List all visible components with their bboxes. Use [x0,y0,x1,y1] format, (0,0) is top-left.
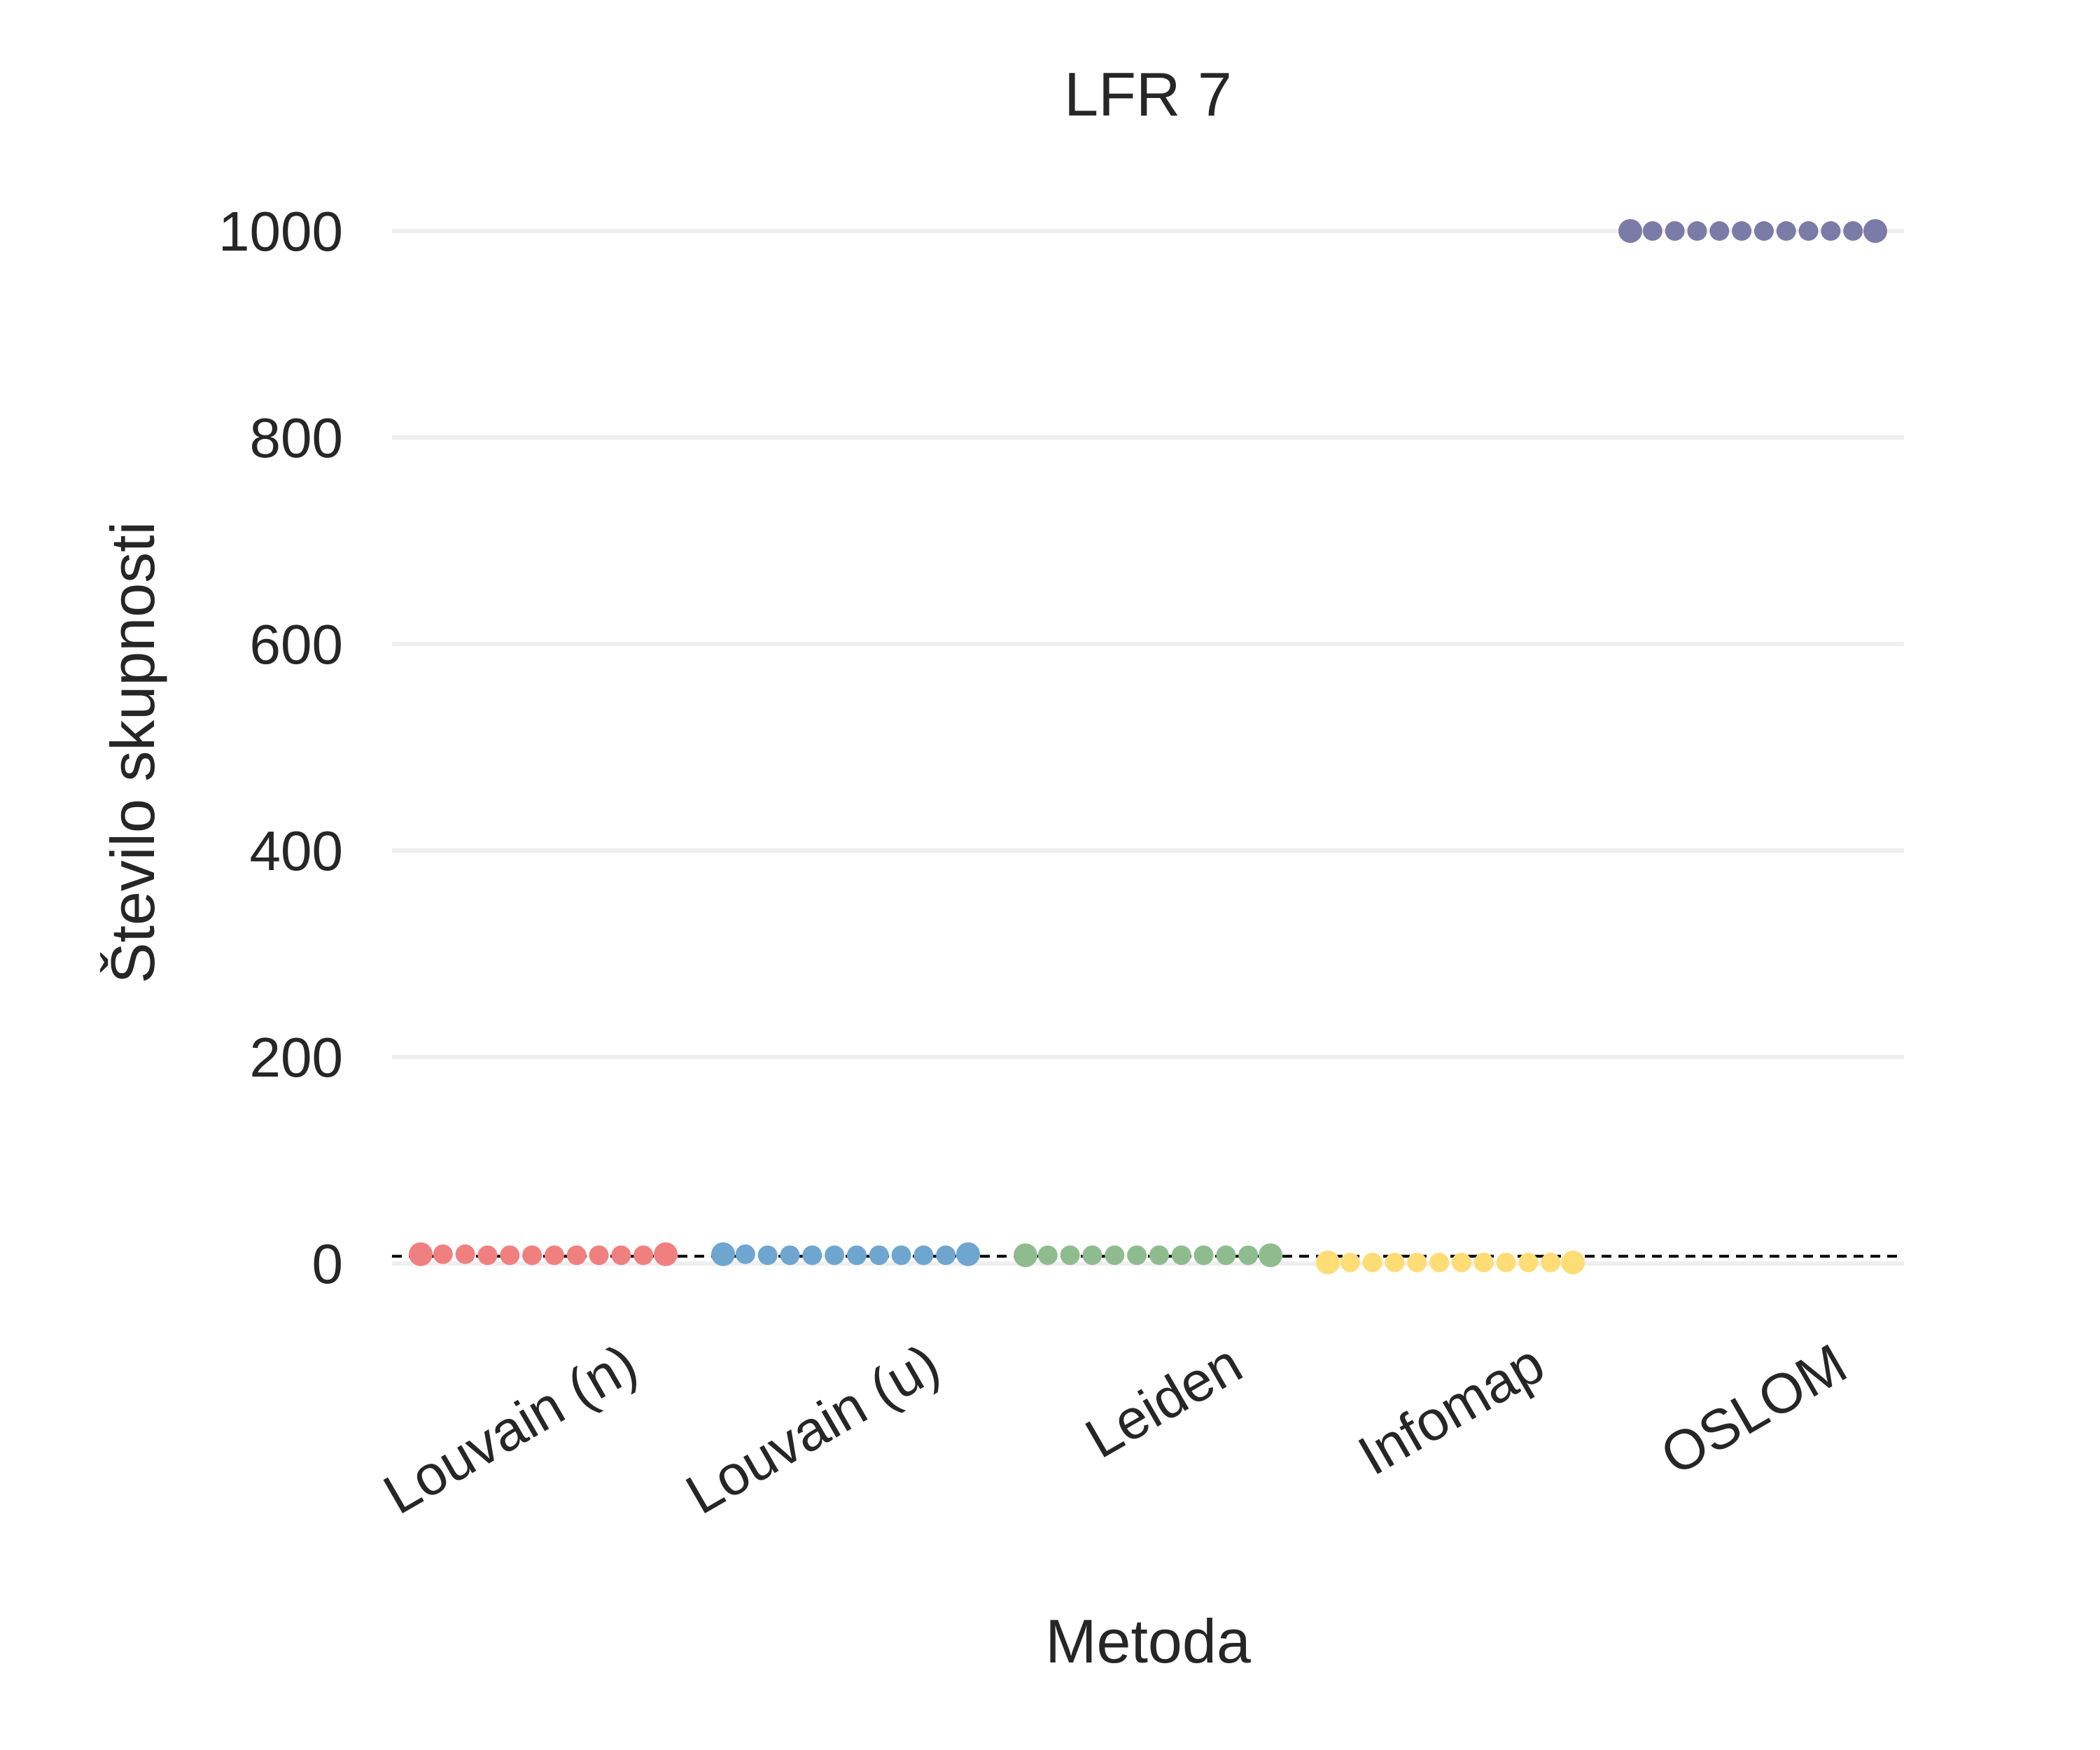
data-point [1171,1245,1191,1266]
data-point [1238,1245,1259,1266]
x-tick-label: Louvain (u) [676,1332,949,1526]
data-point [1060,1245,1080,1266]
x-tick-label: OSLOM [1651,1332,1857,1488]
data-point [757,1245,778,1266]
data-points [409,219,1887,1275]
data-point [1863,219,1887,243]
data-point [1642,221,1662,241]
data-point [846,1245,867,1266]
data-point [1687,221,1707,241]
x-tick-label: Infomap [1348,1332,1555,1488]
data-point [956,1242,980,1266]
data-point [1754,221,1774,241]
data-point [544,1245,564,1266]
data-point [1259,1243,1282,1268]
data-point [1843,221,1863,241]
data-point [1127,1245,1147,1266]
x-tick-label: Louvain (n) [373,1332,647,1526]
data-point [1474,1252,1494,1273]
data-point [1561,1250,1585,1275]
y-tick-label-1000: 1000 [218,200,343,262]
data-point [1037,1245,1058,1266]
y-tick-labels: 0 200 400 600 800 1000 [218,200,343,1295]
data-point [825,1245,845,1266]
data-point [1709,221,1730,241]
data-point [1149,1245,1169,1266]
x-tick-labels: Louvain (n) Louvain (u) Leiden Infomap OSLOM [373,1332,1856,1526]
data-point [1496,1252,1516,1273]
y-tick-label-200: 200 [250,1026,343,1088]
data-point [936,1245,956,1266]
data-point [477,1245,498,1266]
data-point [1732,221,1752,241]
data-point [913,1245,934,1266]
data-point [634,1245,654,1266]
data-point [589,1245,609,1266]
x-axis-label: Metoda [1045,1606,1251,1676]
data-point [735,1244,755,1264]
data-point [1821,221,1841,241]
y-tick-label-800: 800 [250,407,343,469]
y-tick-label-400: 400 [250,820,343,882]
data-point [455,1244,475,1264]
data-point [1541,1252,1561,1273]
y-tick-label-0: 0 [312,1233,344,1295]
data-point [522,1245,542,1266]
data-point [1014,1243,1037,1268]
data-point [1407,1252,1427,1273]
data-point [1385,1252,1405,1273]
data-point [1082,1245,1102,1266]
gridlines [392,229,1904,1266]
y-axis-label: Število skupnosti [98,522,167,983]
data-point [891,1245,911,1266]
data-point [1429,1252,1450,1273]
data-point [1798,221,1819,241]
data-point [1665,221,1685,241]
data-point [711,1242,735,1266]
data-point [1362,1252,1382,1273]
data-point [611,1245,631,1266]
data-point [409,1242,433,1266]
data-point [566,1245,587,1266]
data-point [1776,221,1796,241]
chart-title: LFR 7 [1064,59,1232,129]
data-point [780,1245,800,1266]
data-point [654,1242,678,1266]
data-point [1105,1245,1125,1266]
data-point [500,1245,520,1266]
data-point [1194,1245,1214,1266]
data-point [802,1245,822,1266]
data-point [1316,1250,1340,1275]
data-point [1618,219,1642,243]
data-point [433,1244,453,1264]
data-point [869,1245,889,1266]
data-point [1340,1252,1360,1273]
y-tick-label-600: 600 [250,613,343,676]
data-point [1518,1252,1539,1273]
x-tick-label: Leiden [1075,1332,1252,1470]
data-point [1216,1245,1236,1266]
data-point [1451,1252,1471,1273]
